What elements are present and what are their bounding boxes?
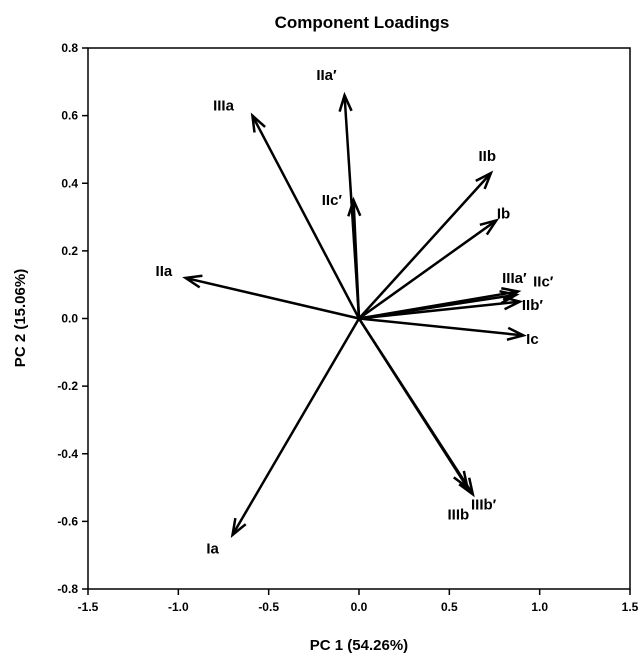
vector-arrowhead: [182, 274, 203, 289]
vector-labels: Ia Ib Ic IIa IIb IIc′ IIa′ IIb′ IIc′ IIIa IIIb IIIa…: [156, 67, 554, 557]
x-tick-label: 1.5: [622, 600, 639, 614]
y-tick-label: 0.6: [61, 109, 78, 123]
loading-vector: [231, 317, 361, 536]
vector-arrowhead: [501, 286, 522, 302]
x-tick-label: -0.5: [258, 600, 279, 614]
vector-arrowhead: [506, 326, 527, 341]
loading-vector: [251, 115, 361, 320]
vector-label: Ia: [206, 540, 219, 557]
vector-label: IIIa: [213, 97, 235, 114]
x-tick-label: -1.5: [78, 600, 99, 614]
x-axis-label: PC 1 (54.26%): [310, 637, 408, 654]
vector-label: IIIa′: [502, 270, 527, 287]
loading-vector: [343, 95, 361, 319]
vector-arrowhead: [479, 218, 500, 236]
vector-label: IIc′: [322, 192, 343, 209]
y-tick-label: -0.8: [57, 582, 78, 596]
vector-label: IIIb′: [471, 496, 497, 513]
vector-arrowhead: [338, 91, 353, 112]
y-tick-label: 0.8: [61, 41, 78, 55]
x-tick-label: 1.0: [531, 600, 548, 614]
vector-arrowhead: [458, 477, 475, 498]
loading-vector: [357, 317, 474, 496]
y-tick-label: -0.6: [57, 514, 78, 528]
vector-arrowhead: [230, 517, 247, 538]
chart-title: Component Loadings: [275, 13, 450, 32]
vector-label: Ic: [526, 331, 539, 348]
vector-label: IIc′: [533, 273, 554, 290]
x-tick-label: 0.5: [441, 600, 458, 614]
loading-vector: [185, 276, 360, 320]
vector-arrowhead: [475, 170, 494, 190]
vector-label: IIa′: [316, 67, 337, 84]
axis-ticks: -1.5 -1.0 -0.5 0.0 0.5 1.0 1.5 -0.8 -0.6 -0.4 -0.2…: [57, 41, 638, 614]
y-tick-label: -0.2: [57, 379, 78, 393]
loading-vector: [358, 290, 519, 320]
vector-label: IIa: [156, 263, 173, 280]
y-tick-label: 0.2: [61, 244, 78, 258]
y-tick-label: 0.0: [61, 312, 78, 326]
loading-vector: [358, 172, 492, 320]
y-tick-label: 0.4: [61, 176, 78, 190]
vector-label: Ib: [497, 206, 510, 223]
vector-label: IIb′: [522, 297, 543, 314]
loading-vector: [358, 219, 498, 320]
loading-vector: [358, 317, 524, 337]
vector-label: IIIb: [448, 507, 470, 524]
y-tick-label: -0.4: [57, 447, 78, 461]
y-axis-label: PC 2 (15.06%): [12, 269, 29, 367]
x-tick-label: -1.0: [168, 600, 189, 614]
loading-vectors: [182, 91, 527, 538]
vector-label: IIb: [479, 148, 497, 165]
vector-arrowhead: [347, 196, 362, 217]
vector-arrowhead: [250, 112, 266, 133]
x-tick-label: 0.0: [351, 600, 368, 614]
